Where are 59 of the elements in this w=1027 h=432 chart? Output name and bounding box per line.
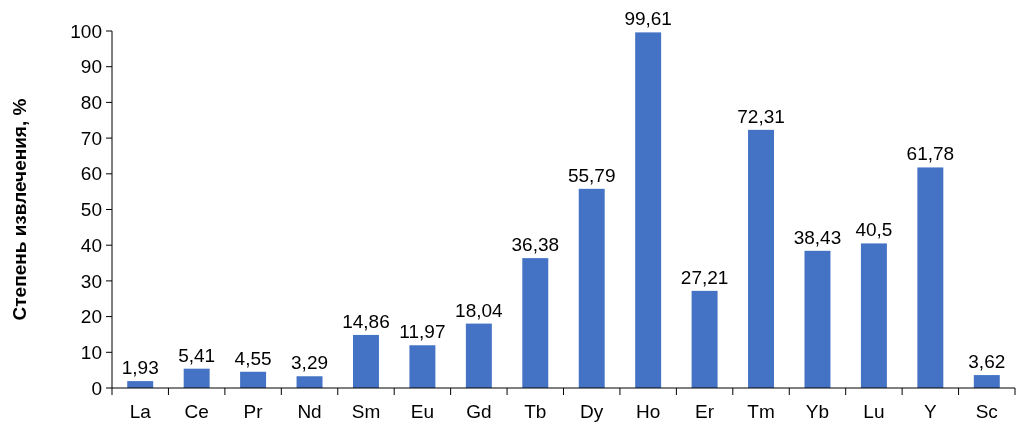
bar <box>578 188 605 388</box>
data-label: 4,55 <box>234 347 272 369</box>
data-label: 40,5 <box>855 219 893 241</box>
x-tick-label: Er <box>695 401 715 422</box>
x-tick-label: Dy <box>580 401 604 422</box>
y-tick-label: 30 <box>80 270 102 292</box>
x-tick-label: Tm <box>747 401 775 422</box>
data-label: 38,43 <box>793 226 842 248</box>
y-tick-label: 80 <box>80 92 102 114</box>
bar <box>804 250 831 388</box>
y-tick-label: 70 <box>80 127 102 149</box>
bar <box>748 129 775 388</box>
data-label: 36,38 <box>511 234 560 256</box>
y-tick-label: 50 <box>80 199 102 221</box>
x-tick-label: Sc <box>975 401 998 422</box>
y-axis-title: Степень извлечения, % <box>9 98 30 321</box>
x-tick-label: Yb <box>805 401 830 422</box>
x-tick-label: La <box>129 401 152 422</box>
bar <box>691 290 718 388</box>
bar <box>183 368 210 388</box>
x-tick-label: Y <box>924 401 937 422</box>
x-tick-label: Gd <box>466 401 492 422</box>
bar <box>240 371 267 388</box>
y-tick-label: 90 <box>80 56 102 78</box>
data-label: 27,21 <box>680 266 729 288</box>
bar <box>917 167 944 388</box>
data-label: 1,93 <box>121 357 159 379</box>
bar <box>465 323 492 388</box>
data-label: 3,29 <box>291 352 329 374</box>
x-tick-label: Ce <box>184 401 209 422</box>
x-tick-label: Nd <box>297 401 322 422</box>
bar <box>296 376 323 388</box>
data-label: 14,86 <box>342 310 390 332</box>
x-tick-label: Eu <box>410 401 435 422</box>
bar <box>522 258 549 388</box>
y-tick-label: 10 <box>80 341 102 363</box>
x-tick-label: Lu <box>863 401 885 422</box>
y-tick-label: 60 <box>80 163 102 185</box>
y-tick-label: 40 <box>80 234 102 256</box>
bar <box>409 345 436 388</box>
data-label: 3,62 <box>968 351 1006 373</box>
data-label: 55,79 <box>567 164 616 186</box>
data-label: 5,41 <box>178 344 216 366</box>
x-tick-label: Pr <box>243 401 264 422</box>
y-tick-label: 0 <box>91 377 102 399</box>
y-tick-label: 20 <box>80 306 102 328</box>
bar <box>352 334 379 388</box>
data-label: 99,61 <box>624 8 672 30</box>
data-label: 61,78 <box>906 143 955 165</box>
x-tick-label: Tb <box>524 401 547 422</box>
data-label: 72,31 <box>737 105 785 127</box>
bar <box>973 375 1000 388</box>
bar <box>860 243 887 388</box>
data-label: 18,04 <box>455 299 504 321</box>
data-label: 11,97 <box>399 321 446 343</box>
x-tick-label: Ho <box>636 401 661 422</box>
x-tick-label: Sm <box>351 401 381 422</box>
y-tick-label: 100 <box>70 20 102 42</box>
bar <box>635 32 662 388</box>
